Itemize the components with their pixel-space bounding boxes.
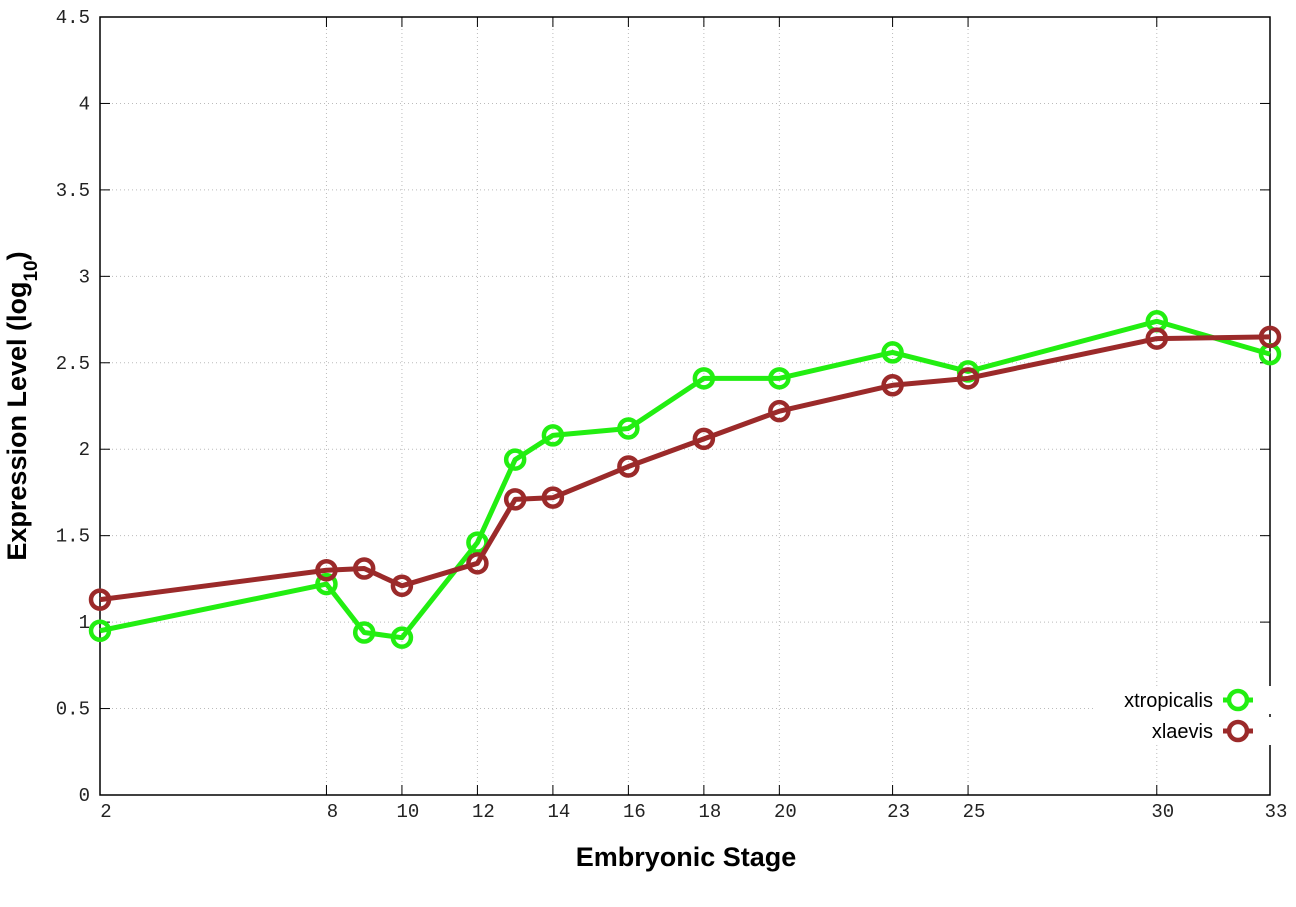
y-tick-label: 3.5	[56, 180, 90, 202]
series-line	[99, 318, 1271, 641]
data-point	[692, 367, 716, 390]
data-point	[88, 588, 112, 611]
data-point	[390, 626, 414, 649]
y-tick-label: 4.5	[56, 7, 90, 29]
data-point	[768, 367, 791, 390]
x-tick-label: 8	[327, 801, 338, 823]
y-axis-label: Expression Level (log10)	[2, 251, 42, 560]
y-tick-label: 0	[79, 785, 90, 807]
x-tick-label: 30	[1151, 801, 1174, 823]
data-point	[768, 399, 791, 423]
x-tick-label: 18	[698, 801, 721, 823]
y-axis-label-end: )	[2, 251, 32, 260]
x-tick-label: 12	[472, 801, 495, 823]
data-point	[881, 341, 904, 364]
y-tick-label: 4	[79, 93, 90, 115]
data-point	[541, 424, 565, 447]
y-tick-label: 2	[79, 439, 90, 461]
data-point	[541, 486, 565, 509]
data-point	[315, 558, 338, 582]
data-point	[503, 448, 527, 471]
x-tick-label: 23	[887, 801, 910, 823]
data-point	[315, 572, 338, 596]
data-point	[1258, 325, 1282, 349]
x-tick-label: 20	[774, 801, 797, 823]
data-point	[881, 374, 904, 397]
y-tick-label: 1	[79, 612, 90, 634]
data-point	[352, 621, 376, 644]
data-point	[466, 531, 489, 554]
y-tick-label: 1.5	[56, 526, 90, 548]
data-point	[617, 417, 640, 440]
x-tick-label: 25	[963, 801, 986, 823]
x-tick-label: 10	[397, 801, 420, 823]
x-tick-label: 33	[1265, 801, 1288, 823]
data-point	[692, 427, 716, 451]
data-point	[352, 557, 376, 580]
y-tick-label: 3	[79, 266, 90, 288]
data-point	[503, 488, 527, 511]
x-tick-label: 2	[100, 801, 111, 823]
x-axis-label: Embryonic Stage	[576, 842, 797, 872]
y-axis-label-main: Expression Level (log	[2, 282, 32, 561]
legend-label: xtropicalis	[1124, 690, 1213, 712]
data-point	[88, 619, 112, 643]
data-point	[617, 455, 640, 478]
data-point	[390, 574, 414, 598]
plot-frame	[99, 16, 1271, 796]
legend-label: xlaevis	[1152, 721, 1213, 743]
y-axis-label-sub: 10	[21, 260, 42, 281]
data-point	[956, 367, 980, 390]
legend-marker	[1226, 719, 1250, 743]
x-tick-label: 16	[623, 801, 646, 823]
y-tick-label: 0.5	[56, 699, 90, 721]
x-tick-label: 14	[547, 801, 570, 823]
y-tick-label: 2.5	[56, 353, 90, 375]
legend-marker	[1226, 688, 1250, 712]
data-point	[1145, 327, 1169, 350]
data-point	[466, 552, 489, 575]
